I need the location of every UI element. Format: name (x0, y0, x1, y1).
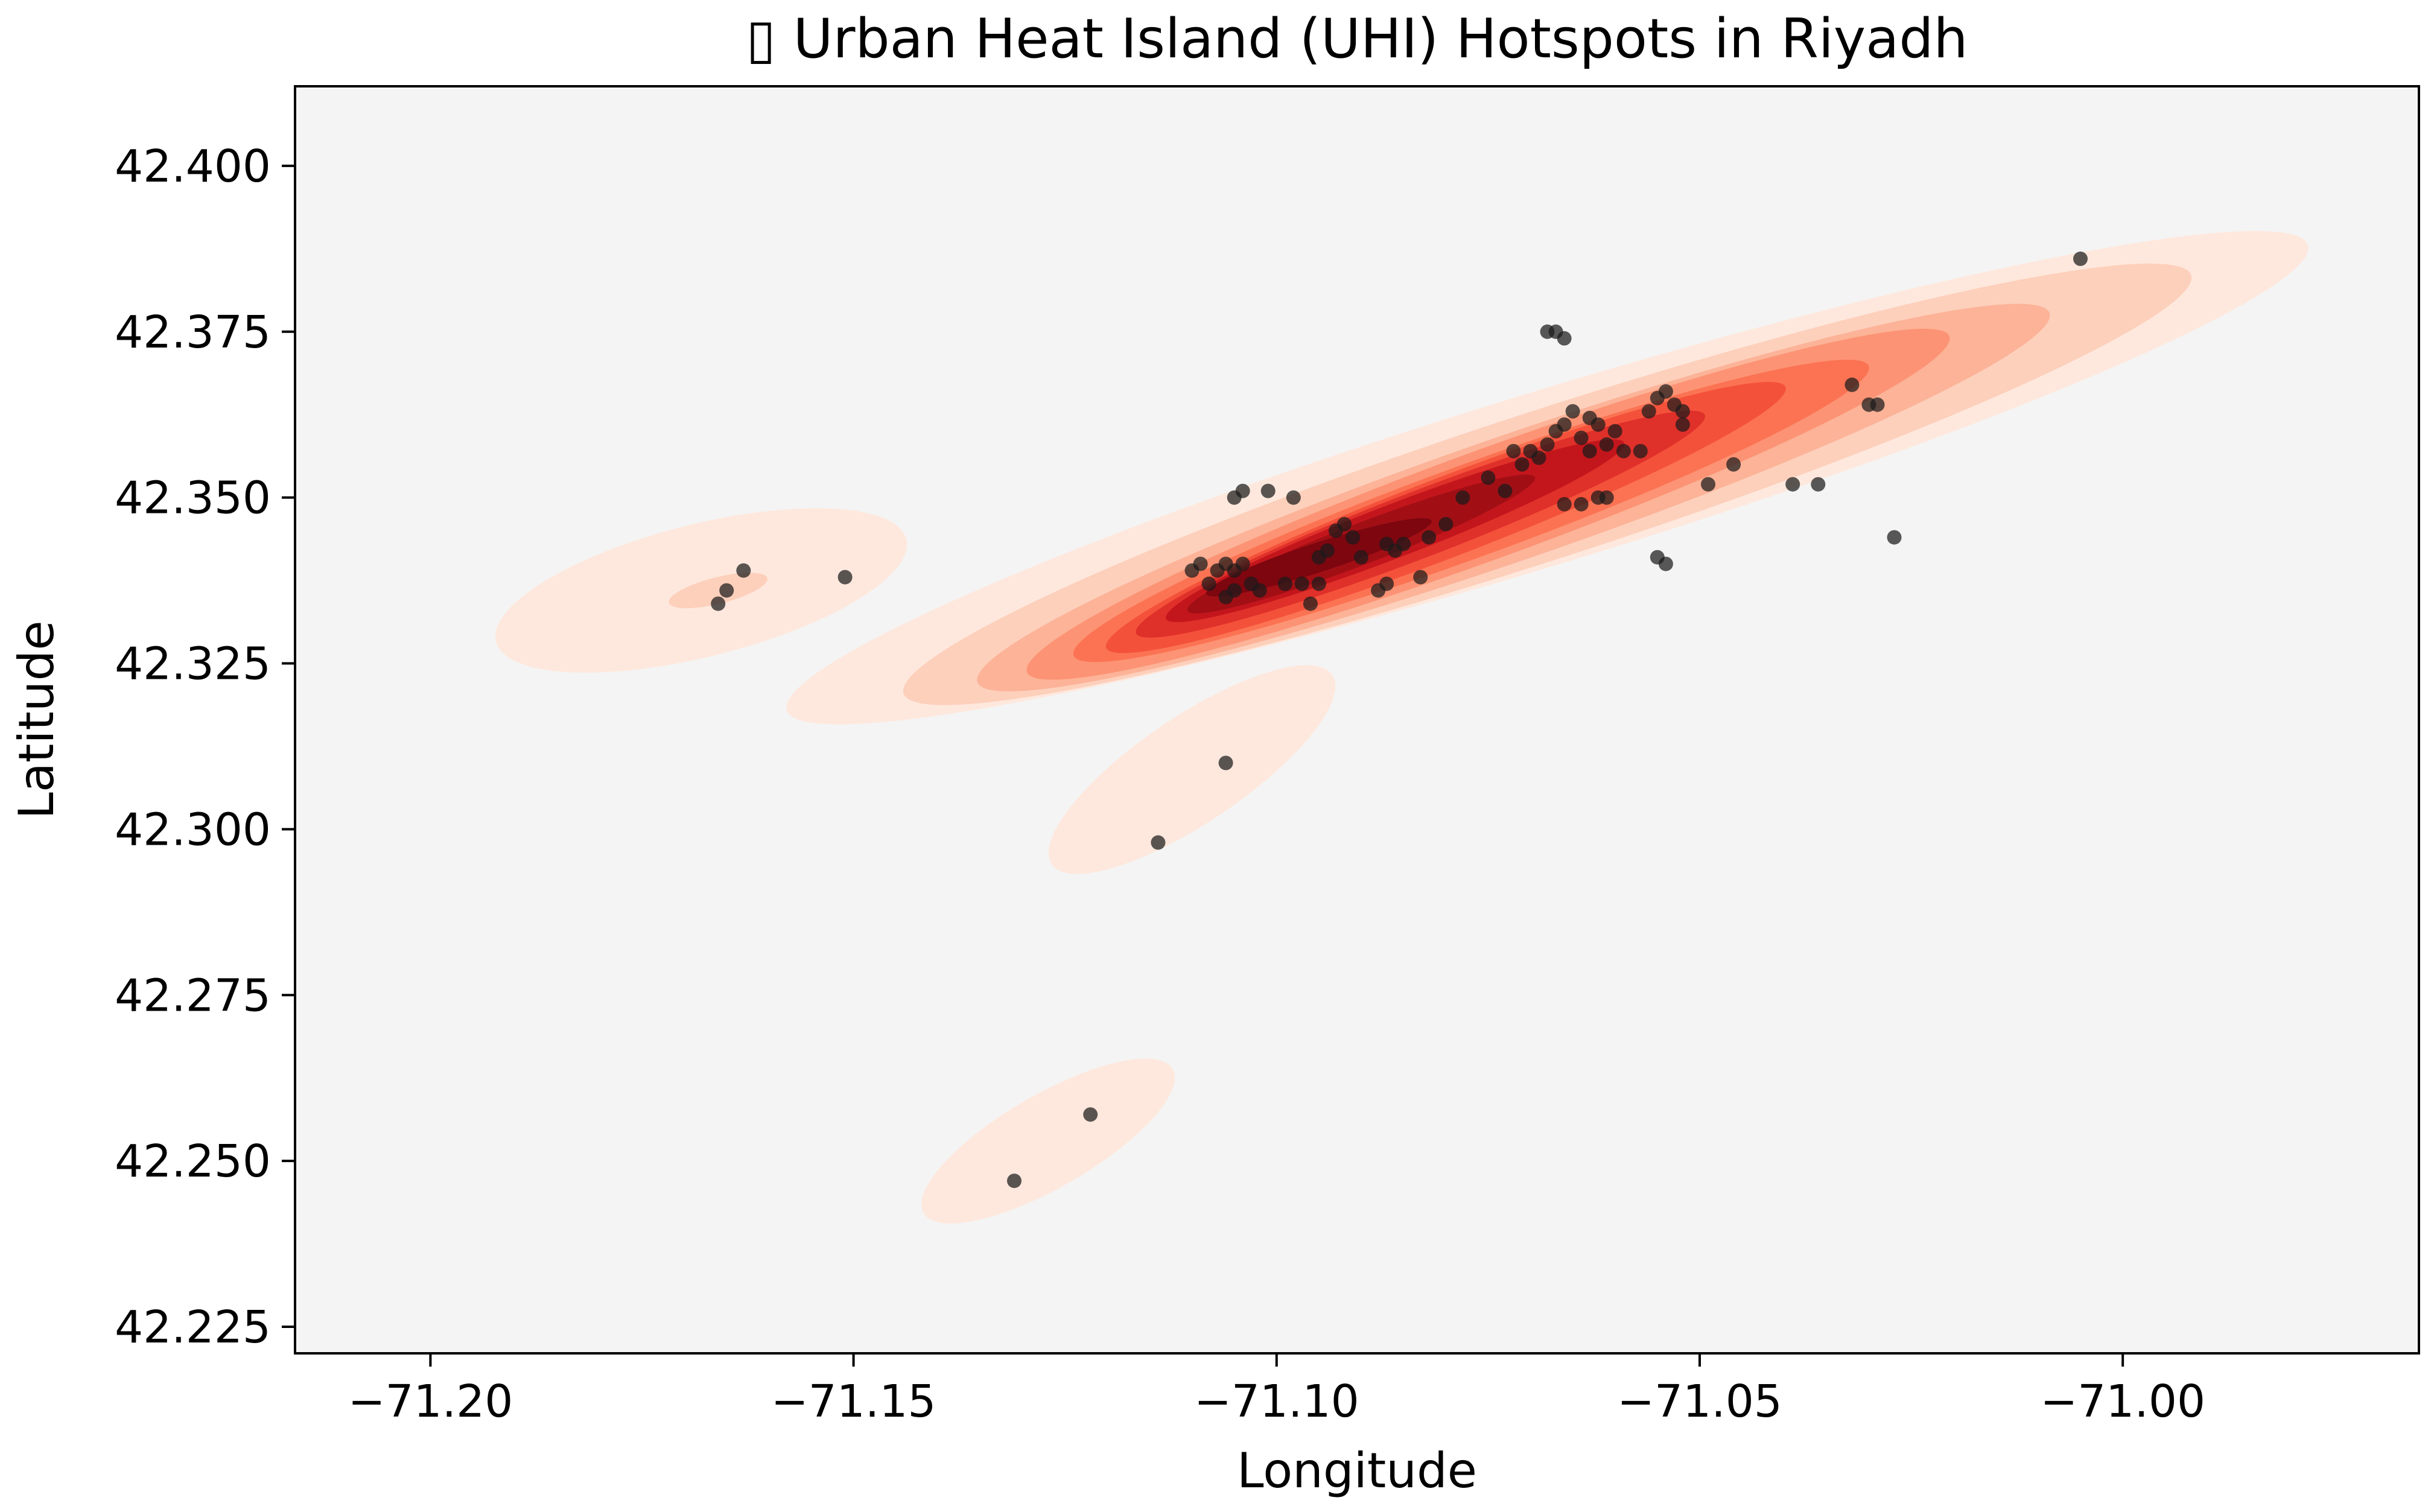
hotspot-point-58 (1371, 583, 1386, 598)
hotspot-points (711, 251, 2088, 1189)
hotspot-point-74 (1227, 490, 1242, 505)
hotspot-point-81 (1201, 576, 1216, 591)
hotspot-point-25 (1675, 404, 1690, 419)
x-tick-label-2: −71.10 (1194, 1376, 1359, 1428)
plot-frame (294, 85, 2420, 1355)
hotspot-point-11 (1557, 331, 1572, 346)
y-tick-label-7: 42.400 (115, 141, 271, 192)
y-axis-label: Latitude (8, 620, 65, 819)
x-axis-label: Longitude (1237, 1443, 1477, 1499)
hotspot-point-69 (1277, 576, 1292, 591)
hotspot-point-67 (1294, 576, 1309, 591)
hotspot-point-80 (1210, 563, 1225, 578)
x-tick-label-0: −71.20 (348, 1376, 513, 1428)
hotspot-point-23 (1658, 384, 1673, 399)
y-axis: 42.225 42.250 42.275 42.300 42.325 42.350 42.3… (115, 141, 295, 1353)
hotspot-point-72 (1244, 576, 1259, 591)
hotspot-point-35 (1574, 430, 1589, 445)
hotspot-point-66 (1303, 596, 1318, 611)
x-tick-label-4: −71.00 (2040, 1376, 2205, 1428)
hotspot-point-53 (1413, 570, 1428, 585)
hotspot-point-7 (1007, 1174, 1022, 1189)
y-tick-label-3: 42.300 (115, 804, 271, 856)
hotspot-point-76 (1218, 589, 1233, 605)
density-band-0-2 (1048, 665, 1336, 874)
hotspot-point-43 (1590, 490, 1606, 505)
hotspot-point-5 (1151, 835, 1166, 850)
hotspot-point-27 (1641, 404, 1656, 419)
hotspot-point-50 (1455, 490, 1470, 505)
hotspot-point-19 (1811, 477, 1826, 492)
y-tick-label-2: 42.275 (115, 970, 271, 1021)
hotspot-point-64 (1311, 550, 1326, 565)
hotspot-point-48 (1498, 483, 1513, 498)
hotspot-point-38 (1548, 424, 1563, 439)
hotspot-point-18 (1785, 477, 1800, 492)
hotspot-point-6 (1083, 1107, 1098, 1122)
hotspot-point-17 (1701, 477, 1715, 492)
hotspot-point-44 (1574, 497, 1589, 512)
hotspot-point-47 (1506, 443, 1521, 459)
y-tick-label-0: 42.225 (115, 1301, 271, 1353)
hotspot-point-83 (1193, 556, 1208, 571)
density-band-0-3 (921, 1058, 1175, 1224)
hotspot-point-16 (1726, 457, 1741, 472)
hotspot-point-2 (736, 563, 751, 578)
y-tick-label-6: 42.375 (115, 307, 271, 358)
hotspot-point-45 (1557, 497, 1572, 512)
hotspot-point-26 (1675, 417, 1690, 432)
hotspot-point-31 (1599, 437, 1614, 452)
hotspot-point-51 (1438, 516, 1454, 532)
hotspot-point-41 (1523, 443, 1538, 459)
hotspot-point-8 (2073, 251, 2088, 266)
hotspot-point-62 (1328, 523, 1343, 538)
x-axis: −71.20 −71.15 −71.10 −71.05 −71.00 (348, 1353, 2205, 1428)
hotspot-point-60 (1346, 530, 1360, 545)
hotspot-point-68 (1286, 490, 1301, 505)
hotspot-point-15 (1887, 530, 1902, 545)
hotspot-point-70 (1260, 483, 1276, 498)
hotspot-point-36 (1565, 404, 1580, 419)
hotspot-point-29 (1616, 443, 1631, 459)
chart-title: ▯ Urban Heat Island (UHI) Hotspots in Ri… (746, 7, 1968, 71)
hotspot-point-3 (837, 570, 853, 585)
y-tick-label-5: 42.350 (115, 472, 271, 524)
hotspot-point-56 (1379, 536, 1394, 551)
hotspot-point-46 (1514, 457, 1530, 472)
hotspot-point-14 (1870, 397, 1885, 412)
y-tick-label-4: 42.325 (115, 638, 271, 690)
hotspot-point-21 (1658, 556, 1673, 571)
x-tick-label-3: −71.05 (1617, 1376, 1782, 1428)
hotspot-point-49 (1481, 470, 1496, 485)
hotspot-point-1 (719, 583, 734, 598)
hotspot-point-65 (1311, 576, 1326, 591)
x-tick-label-1: −71.15 (771, 1376, 936, 1428)
hotspot-point-4 (1218, 755, 1233, 770)
hotspot-point-39 (1540, 437, 1555, 452)
density-layer (495, 230, 2308, 1224)
hotspot-point-34 (1582, 443, 1597, 459)
hotspot-point-28 (1633, 443, 1648, 459)
hotspot-point-33 (1582, 410, 1597, 425)
hotspot-point-30 (1607, 424, 1622, 439)
density-band-1-1 (669, 573, 767, 609)
hotspot-point-12 (1845, 377, 1860, 392)
hotspot-point-59 (1354, 550, 1368, 565)
y-tick-label-1: 42.250 (115, 1136, 271, 1187)
hotspot-point-0 (711, 596, 726, 611)
hotspot-point-52 (1422, 530, 1437, 545)
